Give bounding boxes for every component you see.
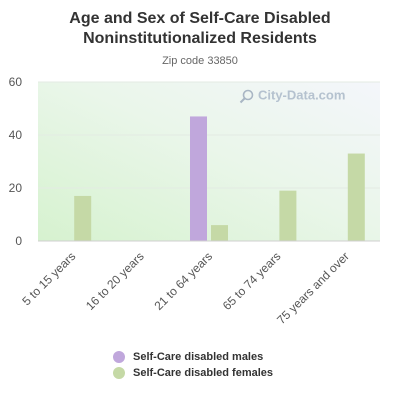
chart-title-line2: Noninstitutionalized Residents [83,30,317,47]
legend-label-females: Self-Care disabled females [133,367,274,379]
y-tick-label: 20 [9,181,23,195]
y-tick-label: 40 [9,128,23,142]
chart-title-line1: Age and Sex of Self-Care Disabled [69,10,331,27]
legend-swatch-males [113,351,125,363]
bar-females-5 [347,153,365,241]
chart-subtitle: Zip code 33850 [162,55,238,67]
watermark-magnifier-icon [242,89,254,101]
watermark-text: City-Data.com [258,88,345,103]
chart-title: Age and Sex of Self-Care Disabled Nonins… [0,9,400,49]
y-tick-label: 0 [15,234,22,248]
legend-swatch-females [113,367,125,379]
x-tick-label: 65 to 74 years [220,249,284,313]
legend-item-females: Self-Care disabled females [113,365,273,381]
x-tick-label: 75 years and over [274,249,352,327]
bar-females-3 [211,225,228,241]
watermark: City-Data.com [239,88,345,104]
y-tick-label: 60 [9,75,23,89]
x-tick-label: 16 to 20 years [83,249,147,313]
legend-item-males: Self-Care disabled males [113,349,273,365]
bar-males-3 [190,116,207,241]
x-tick-label: 5 to 15 years [19,249,78,308]
bar-females-4 [279,190,297,241]
legend-label-males: Self-Care disabled males [133,351,264,363]
watermark-magnifier-handle [239,97,246,104]
x-tick-label: 21 to 64 years [151,249,215,313]
bar-females-1 [74,195,92,241]
plot-background [38,82,380,241]
legend: Self-Care disabled males Self-Care disab… [113,349,273,381]
